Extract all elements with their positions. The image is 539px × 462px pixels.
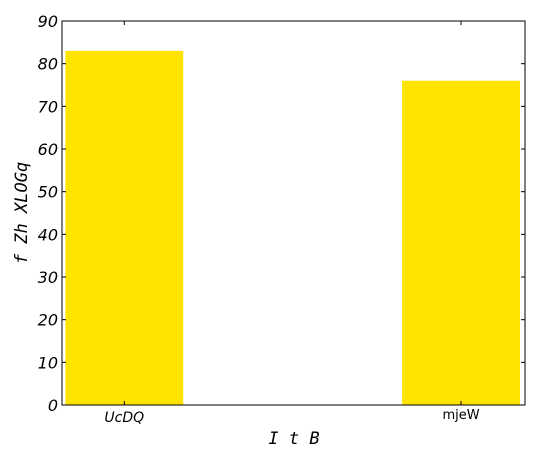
- y-tick-label-30: 30: [38, 268, 58, 287]
- y-tick-label-50: 50: [38, 183, 58, 202]
- y-tick-label-90: 90: [38, 12, 58, 31]
- y-tick-label-0: 0: [48, 396, 58, 415]
- y-tick-label-10: 10: [38, 353, 58, 372]
- x-axis-label: I t B: [268, 429, 319, 449]
- x-tick-label-ucdq: UcDQ: [104, 410, 144, 426]
- y-tick-label-80: 80: [38, 55, 58, 74]
- y-axis-ticks: 0 10 20 30 40 50 60 70 80 90: [38, 12, 525, 415]
- y-tick-label-20: 20: [38, 311, 58, 330]
- y-tick-label-40: 40: [38, 225, 58, 244]
- x-tick-label-mjew: mjeW: [442, 408, 479, 423]
- y-axis-label: f Zh XLOGq: [12, 162, 32, 264]
- plot-frame: [61, 20, 526, 406]
- bar-mjew: [402, 80, 520, 405]
- bars-layer: [65, 50, 520, 405]
- y-tick-label-60: 60: [38, 140, 58, 159]
- y-tick-label-70: 70: [38, 97, 58, 116]
- x-axis-ticks: UcDQ mjeW: [104, 21, 480, 426]
- bar-ucdq: [65, 50, 184, 405]
